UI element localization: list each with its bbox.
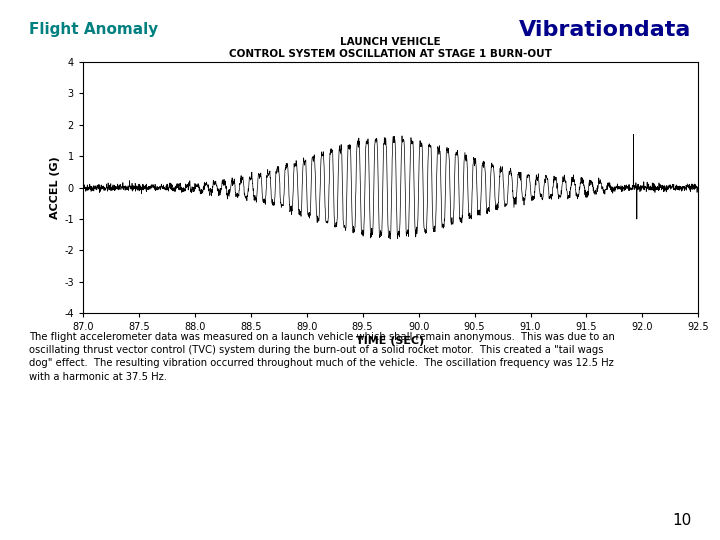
- Text: Flight Anomaly: Flight Anomaly: [29, 22, 158, 37]
- X-axis label: TIME (SEC): TIME (SEC): [356, 336, 425, 346]
- Title: LAUNCH VEHICLE
CONTROL SYSTEM OSCILLATION AT STAGE 1 BURN-OUT: LAUNCH VEHICLE CONTROL SYSTEM OSCILLATIO…: [229, 37, 552, 58]
- Text: Vibrationdata: Vibrationdata: [519, 19, 691, 40]
- Y-axis label: ACCEL (G): ACCEL (G): [50, 156, 60, 219]
- Text: The flight accelerometer data was measured on a launch vehicle which shall remai: The flight accelerometer data was measur…: [29, 332, 615, 382]
- Text: 10: 10: [672, 513, 691, 528]
